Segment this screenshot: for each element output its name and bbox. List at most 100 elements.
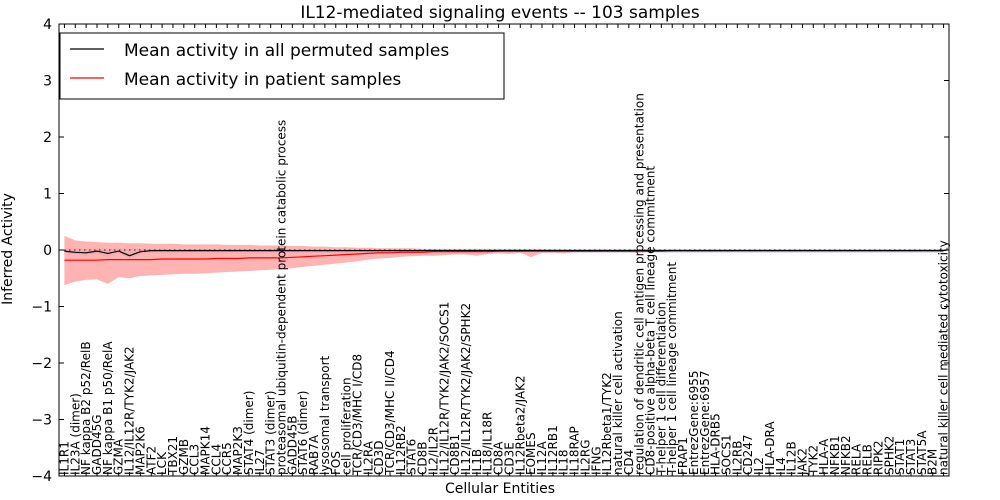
x-category-label: STAT3 (904, 439, 918, 475)
x-category-label: SPHK2 (882, 436, 896, 475)
x-category-label: IL12RB2 (394, 425, 408, 475)
x-category-label: IL12A (535, 441, 549, 475)
x-category-label: IL12RB1 (546, 425, 560, 475)
x-category-label: CD8B1 (448, 434, 462, 475)
x-category-label: CCL3 (188, 444, 202, 475)
y-tick-label: 0 (43, 243, 52, 259)
x-category-label: STAT6 (dimer) (296, 391, 310, 475)
x-category-label: GADD45B (285, 416, 299, 476)
x-category-label: IL4 (774, 457, 788, 475)
y-tick-label: −1 (31, 300, 52, 316)
x-category-label: EntrezGene:6957 (698, 371, 712, 476)
x-category-label: CD3E (502, 442, 516, 475)
x-category-label: NFKB2 (839, 435, 853, 475)
x-category-label: STAT3 (dimer) (264, 391, 278, 475)
x-category-label: ATF2 (144, 446, 158, 475)
y-tick-label: −4 (31, 469, 52, 485)
x-category-label: GADD45G (90, 414, 104, 475)
x-category-label: HLA-DRA (763, 421, 777, 475)
x-category-label: STAT4 (dimer) (242, 391, 256, 475)
x-category-label: TCR/CD3/MHC I/CD8 (351, 354, 365, 476)
y-tick-label: 3 (43, 74, 52, 90)
x-category-label: TYK2 (806, 445, 820, 476)
x-category-label: IL18RAP (568, 426, 582, 475)
x-category-label: regulation of dendritic cell antigen pro… (633, 93, 647, 475)
x-category-label: IL2 (752, 457, 766, 475)
x-category-label: CD4 (622, 450, 636, 475)
x-category-label: IL12B (785, 441, 799, 475)
x-category-label: FRAP1 (676, 437, 690, 475)
x-category-label: IL18 (557, 450, 571, 476)
x-category-label: IL27 (253, 450, 267, 476)
x-category-label: CD247 (741, 434, 755, 475)
x-category-label: CCR5 (220, 442, 234, 475)
x-category-label: proteasomal ubiquitin-dependent protein … (275, 120, 289, 475)
legend-label-permuted: Mean activity in all permuted samples (124, 41, 449, 61)
x-category-label: CD8-positive alpha-beta T cell lineage c… (644, 166, 658, 475)
x-category-label: FOS (329, 451, 343, 475)
x-category-label: NF kappa B1 p50/RelA (101, 341, 115, 475)
x-category-label: IL2/IL2R (427, 427, 441, 475)
x-category-label: cell proliferation (340, 377, 354, 475)
x-category-label: LCK (155, 451, 169, 475)
x-category-label: IL12Rbeta2/JAK2 (513, 375, 527, 475)
x-category-label: CD8B (416, 442, 430, 476)
x-category-label: IL23A (dimer) (68, 393, 82, 475)
y-tick-label: 1 (43, 187, 52, 203)
x-category-label: IL12/IL12R/TYK2/JAK2/SOCS1 (437, 302, 451, 475)
x-category-label: RELB (861, 444, 875, 475)
x-category-label: STAT6 (405, 439, 419, 475)
x-category-label: GZMA (112, 438, 126, 475)
x-category-label: EntrezGene:6955 (687, 371, 701, 476)
confidence-bands (64, 235, 944, 285)
x-category-label: CD3D (372, 441, 386, 476)
x-category-label: SOCS1 (720, 434, 734, 475)
x-category-label: RIPK2 (872, 440, 886, 475)
x-category-label: IL1R1 (57, 441, 71, 475)
x-category-label: CD8A (492, 441, 506, 475)
x-category-label: JAK2 (796, 448, 810, 476)
legend-box (59, 32, 505, 100)
permuted-mean-line (64, 250, 944, 257)
x-category-label: IL1B (470, 449, 484, 475)
x-axis-label: Cellular Entities (445, 481, 555, 497)
x-axis-ticks (63, 24, 945, 476)
y-tick-label: 4 (43, 17, 52, 33)
x-category-label: T-helper 1 cell lineage commitment (665, 262, 679, 476)
x-category-label: IL12/IL12R/TYK2/JAK2/SPHK2 (459, 303, 473, 475)
x-category-label: IFNG (589, 446, 603, 475)
x-category-label: TBX21 (166, 436, 180, 476)
x-category-label: MAP2K6 (133, 426, 147, 475)
patient-samples-band (64, 235, 944, 285)
x-category-label: T-helper 1 cell differentiation (654, 302, 668, 476)
x-category-label: IL12Rbeta1/TYK2 (600, 372, 614, 475)
x-category-label: RAB7A (307, 434, 321, 475)
x-category-label: lysosomal transport (318, 355, 332, 475)
y-tick-label: 2 (43, 130, 52, 146)
x-category-label: STAT1 (893, 439, 907, 475)
legend: Mean activity in all permuted samples Me… (59, 32, 505, 100)
x-category-label: MAP2K3 (231, 426, 245, 475)
y-tick-label: −2 (31, 356, 52, 372)
x-category-label: NF kappa B2 p52/RelB (79, 341, 93, 475)
x-category-label: natural killer cell mediated cytotoxicit… (937, 240, 951, 475)
x-category-label: GZMB (177, 439, 191, 475)
x-category-label: natural killer cell activation (611, 311, 625, 475)
x-category-label: IL2RB (730, 441, 744, 475)
x-category-label: MAPK14 (199, 426, 213, 475)
x-category-label: EOMES (524, 432, 538, 475)
y-axis-label: Inferred Activity (0, 193, 16, 305)
x-category-label: IL12/IL12R/TYK2/JAK2 (123, 346, 137, 475)
x-category-label: B2M (926, 449, 940, 475)
x-category-label: CCL4 (209, 444, 223, 475)
x-category-label: TCR/CD3/MHC II/CD4 (383, 350, 397, 476)
x-category-label: RELA (850, 443, 864, 475)
x-category-label: NFKB1 (828, 435, 842, 475)
y-axis-ticks: −4 −3 −2 −1 0 1 2 3 4 (31, 17, 949, 485)
x-category-label: IL2RG (578, 440, 592, 476)
x-category-label: IL2RA (361, 440, 375, 475)
x-category-label: IL18/IL18R (481, 412, 495, 475)
legend-label-patient: Mean activity in patient samples (124, 70, 401, 90)
